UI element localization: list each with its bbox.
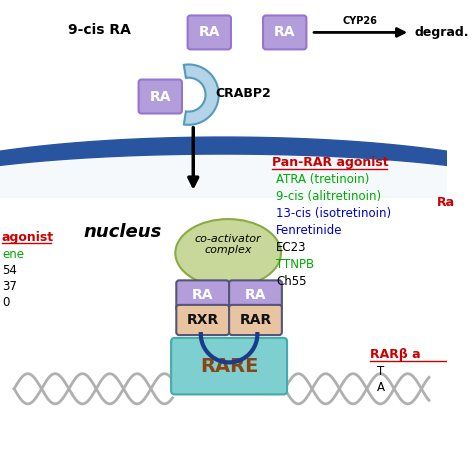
- FancyBboxPatch shape: [263, 16, 306, 49]
- FancyBboxPatch shape: [229, 280, 282, 310]
- Text: 54: 54: [2, 264, 17, 277]
- Text: co-activator
complex: co-activator complex: [195, 234, 262, 255]
- Text: 9-cis RA: 9-cis RA: [68, 23, 130, 36]
- Text: EC23: EC23: [276, 241, 307, 254]
- Text: Ch55: Ch55: [276, 275, 307, 288]
- Text: RXR: RXR: [187, 313, 219, 327]
- Text: CYP26: CYP26: [343, 16, 378, 26]
- Text: RA: RA: [149, 90, 171, 103]
- Text: TTNPB: TTNPB: [276, 258, 314, 271]
- Text: 9-cis (alitretinoin): 9-cis (alitretinoin): [276, 190, 382, 203]
- FancyBboxPatch shape: [176, 305, 229, 335]
- FancyBboxPatch shape: [171, 338, 287, 394]
- Polygon shape: [0, 154, 474, 197]
- Text: nucleus: nucleus: [83, 223, 162, 241]
- Text: RA: RA: [245, 289, 266, 302]
- Text: RAR: RAR: [239, 313, 272, 327]
- FancyBboxPatch shape: [176, 280, 229, 310]
- Text: 0: 0: [2, 297, 9, 310]
- Text: Pan-RAR agonist: Pan-RAR agonist: [272, 156, 388, 169]
- Text: T: T: [377, 365, 384, 378]
- Text: ene: ene: [2, 248, 24, 262]
- Text: agonist: agonist: [2, 230, 54, 244]
- Text: degrad.: degrad.: [415, 26, 469, 39]
- FancyBboxPatch shape: [188, 16, 231, 49]
- FancyBboxPatch shape: [229, 305, 282, 335]
- Text: Ra: Ra: [437, 196, 455, 209]
- Text: RA: RA: [274, 26, 295, 39]
- FancyBboxPatch shape: [138, 80, 182, 113]
- Text: A: A: [377, 382, 385, 394]
- Polygon shape: [184, 64, 219, 125]
- Text: 37: 37: [2, 281, 17, 293]
- Ellipse shape: [175, 219, 281, 287]
- Polygon shape: [0, 137, 474, 197]
- Text: RARβ a: RARβ a: [370, 348, 420, 361]
- Text: RA: RA: [199, 26, 220, 39]
- Text: RARE: RARE: [200, 356, 258, 376]
- Text: RA: RA: [192, 289, 213, 302]
- Text: 13-cis (isotretinoin): 13-cis (isotretinoin): [276, 207, 392, 220]
- Text: ATRA (tretinoin): ATRA (tretinoin): [276, 173, 370, 186]
- Text: CRABP2: CRABP2: [215, 87, 271, 100]
- Text: Fenretinide: Fenretinide: [276, 224, 343, 237]
